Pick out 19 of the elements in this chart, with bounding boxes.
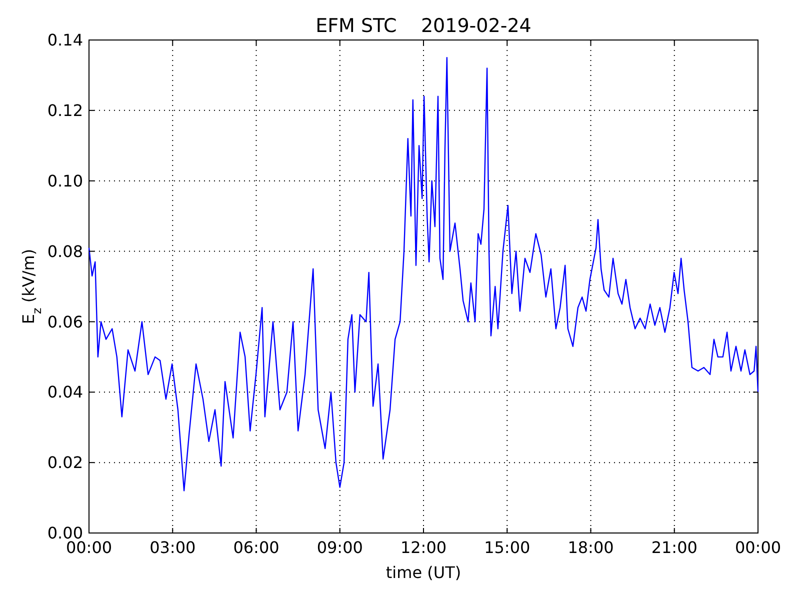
y-tick-label: 0.10 (47, 171, 83, 190)
x-axis-title: time (UT) (386, 563, 462, 582)
x-tick-label: 03:00 (150, 538, 196, 557)
x-tick-label: 12:00 (400, 538, 447, 557)
y-tick-label: 0.12 (47, 101, 83, 120)
line-series (88, 57, 759, 492)
x-tick-label: 18:00 (568, 538, 614, 557)
y-tick-label: 0.04 (47, 382, 83, 402)
x-tick-label: 09:00 (316, 538, 363, 557)
x-tick-label: 21:00 (651, 538, 698, 557)
y-tick-label: 0.02 (47, 453, 83, 472)
y-tick-label: 0.06 (47, 312, 83, 332)
y-tick-label: 0.08 (47, 242, 83, 261)
x-tick-label: 00:00 (734, 538, 782, 557)
x-tick-label: 00:00 (66, 538, 112, 557)
chart-title: EFM STC 2019-02-24 (316, 15, 532, 37)
y-tick-label: 0.14 (47, 30, 83, 50)
x-tick-label: 15:00 (484, 538, 530, 557)
x-tick-label: 06:00 (233, 538, 280, 557)
